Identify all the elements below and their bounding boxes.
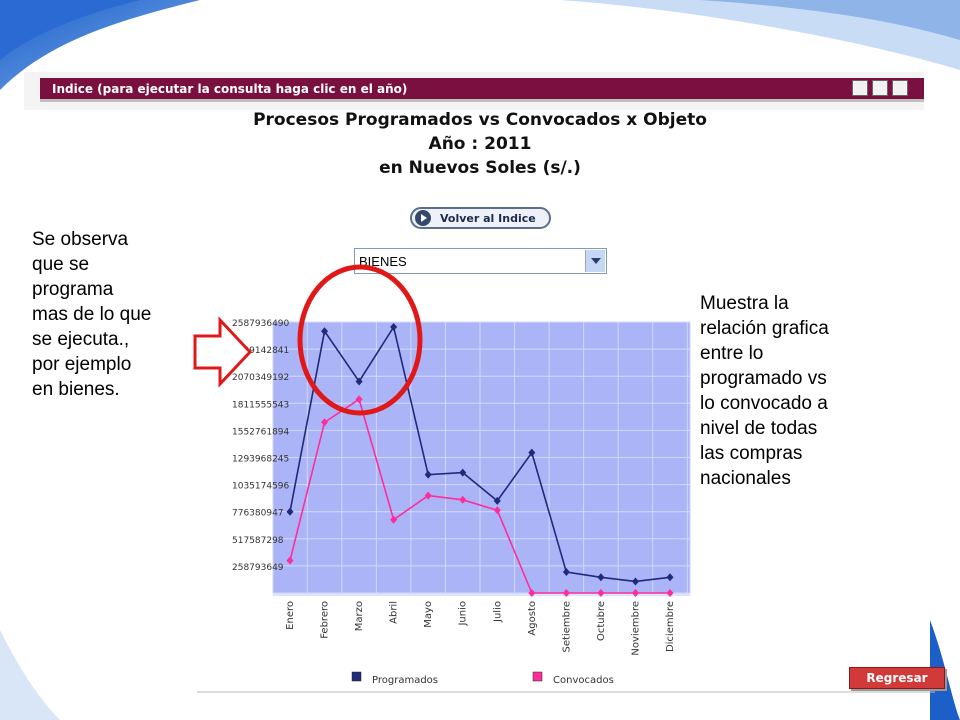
annotation-left-line: programa [32, 279, 114, 300]
highlight-circle [297, 264, 423, 416]
data-point [562, 589, 570, 597]
annotation-right-line: nivel de todas [700, 418, 818, 439]
annotation-right-line: entre lo [700, 343, 764, 364]
annotation-right-line: programado vs [700, 368, 827, 389]
x-tick-label: Noviembre [630, 601, 641, 656]
legend-label: Programados [372, 675, 438, 686]
data-point [390, 323, 398, 332]
annotation-right-line: nacionales [700, 468, 791, 489]
x-tick-label: Julio [492, 601, 503, 623]
back-to-index-label: Volver al Indice [440, 212, 536, 225]
data-point [631, 589, 639, 597]
annotation-left-line: Se observa [32, 229, 129, 250]
report-title-line-1: Procesos Programados vs Convocados x Obj… [253, 110, 707, 130]
export-excel-icon[interactable] [852, 80, 868, 96]
legend-label: Convocados [553, 675, 614, 686]
x-tick-label: Febrero [320, 601, 331, 639]
annotation-right-line: relación grafica [700, 318, 829, 339]
annotation-left-line: mas de lo que [32, 304, 152, 325]
edit-pencil-icon[interactable] [872, 80, 888, 96]
y-tick-label: 1811555543 [232, 400, 289, 410]
x-axis-strip [273, 593, 690, 596]
report-title-line-3: en Nuevos Soles (s/.) [379, 158, 581, 178]
data-point [528, 448, 536, 457]
data-point [321, 327, 329, 336]
report-title-line-2: Año : 2011 [428, 134, 532, 154]
annotation-left-line: en bienes. [32, 379, 120, 400]
data-point [562, 568, 570, 577]
annotation-left: Se observa que se programa mas de lo que… [32, 227, 192, 402]
x-tick-label: Mayo [423, 601, 434, 628]
x-tick-label: Agosto [527, 601, 538, 636]
back-to-index-button[interactable]: Volver al Indice [410, 207, 551, 229]
x-tick-label: Diciembre [665, 601, 676, 652]
annotation-right-line: Muestra la [700, 293, 789, 314]
annotation-right-line: lo convocado a [700, 393, 828, 414]
data-point [355, 395, 363, 404]
legend-swatch [351, 671, 362, 682]
data-point [459, 495, 467, 504]
data-point [424, 470, 432, 479]
x-tick-label: Marzo [354, 601, 365, 631]
play-arrow-icon [415, 210, 431, 226]
chevron-down-icon[interactable] [585, 250, 605, 272]
x-tick-label: Octubre [596, 601, 607, 641]
refresh-icon[interactable] [892, 80, 908, 96]
index-header-bar: Indice (para ejecutar la consulta haga c… [40, 78, 924, 102]
index-header-text: Indice (para ejecutar la consulta haga c… [52, 82, 408, 96]
annotation-left-line: por ejemplo [32, 354, 132, 375]
x-tick-label: Enero [285, 601, 296, 630]
data-point [597, 589, 605, 597]
y-tick-label: 2587936490 [232, 319, 290, 329]
data-point [493, 496, 501, 505]
y-tick-label: 1035174596 [232, 482, 290, 492]
data-point [355, 377, 363, 386]
y-tick-label: 1552761894 [232, 427, 290, 437]
series-line [289, 398, 670, 594]
data-point [666, 573, 674, 582]
y-tick-label: 258793649 [232, 563, 284, 573]
x-tick-label: Junio [458, 601, 469, 627]
object-type-select[interactable]: BIENES [354, 248, 607, 274]
y-tick-label: 1293968245 [232, 455, 289, 465]
y-tick-label: 517587298 [232, 536, 284, 546]
data-point [286, 556, 294, 565]
data-point [597, 573, 605, 582]
annotation-left-line: se ejecuta., [32, 329, 130, 350]
data-point [390, 515, 398, 524]
data-point [493, 506, 501, 515]
annotation-right: Muestra la relación grafica entre lo pro… [700, 291, 880, 491]
x-tick-label: Setiembre [561, 601, 572, 652]
data-point [528, 589, 536, 597]
object-type-select-value: BIENES [359, 254, 407, 269]
legend-swatch [532, 671, 543, 682]
data-point [321, 418, 329, 427]
annotation-arrow [193, 316, 253, 388]
regresar-button[interactable]: Regresar [849, 667, 945, 689]
y-tick-label: 776380947 [232, 509, 284, 519]
data-point [666, 589, 674, 597]
y-tick-label: 2329142841 [232, 346, 289, 356]
data-point [286, 507, 294, 516]
data-point [459, 468, 467, 477]
data-point [424, 491, 432, 500]
annotation-left-line: que se [32, 254, 90, 275]
data-point [631, 577, 639, 586]
report-title: Procesos Programados vs Convocados x Obj… [200, 108, 760, 180]
series-line [289, 324, 671, 583]
annotation-right-line: las compras [700, 443, 803, 464]
x-tick-label: Abril [389, 601, 400, 624]
y-tick-label: 2070349192 [232, 373, 289, 383]
